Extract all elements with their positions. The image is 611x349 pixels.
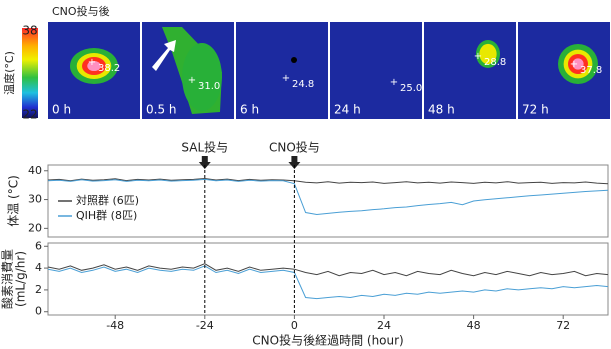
y-tick-label: 6 xyxy=(35,239,42,252)
temperature-label: 38.2 xyxy=(98,63,120,74)
y-tick-label: 4 xyxy=(35,261,42,274)
time-label: 0 h xyxy=(52,103,71,117)
figure: CNO投与後 温度(°C) 38 22 +38.2 0 h +31.0 0.5 h +24.… xyxy=(0,0,611,349)
x-tick-label: 72 xyxy=(556,319,570,332)
y-axis-label: 酸素消費量 xyxy=(0,249,15,309)
time-label: 0.5 h xyxy=(146,103,177,117)
y-axis-label: 体温 (°C) xyxy=(7,175,21,227)
thermal-image: +25.0 24 h xyxy=(330,22,422,119)
legend-label: 対照群 (6匹) xyxy=(76,193,139,207)
colorbar xyxy=(22,28,38,118)
x-tick-label: 24 xyxy=(377,319,391,332)
plot-frame xyxy=(48,243,608,315)
thermal-image: +31.0 0.5 h xyxy=(142,22,234,119)
y-tick-label: 20 xyxy=(28,221,42,234)
y-tick-label: 40 xyxy=(28,164,42,177)
x-tick-label: 48 xyxy=(467,319,481,332)
temperature-label: 28.8 xyxy=(484,57,506,68)
crosshair: + xyxy=(570,59,578,70)
x-tick-label: -48 xyxy=(106,319,124,332)
data-line xyxy=(48,264,608,276)
time-label: 24 h xyxy=(334,103,361,117)
y-tick-label: 0 xyxy=(35,305,42,318)
x-tick-label: 0 xyxy=(291,319,298,332)
colorbar-label: 温度(°C) xyxy=(2,51,16,95)
x-tick-label: -24 xyxy=(196,319,214,332)
crosshair: + xyxy=(282,73,290,84)
crosshair: + xyxy=(188,75,196,86)
time-label: 72 h xyxy=(522,103,549,117)
y-axis-label: (mL/g/hr) xyxy=(14,251,28,307)
y-tick-label: 30 xyxy=(28,193,42,206)
legend-label: QIH群 (8匹) xyxy=(76,208,137,222)
temperature-label: 25.0 xyxy=(400,83,422,94)
colorbar-tick-label: 38 xyxy=(22,24,37,38)
hot-spot xyxy=(291,57,297,63)
crosshair: + xyxy=(390,77,398,88)
thermal-image: +24.8 6 h xyxy=(236,22,328,119)
thermal-image: +28.8 48 h xyxy=(424,22,516,119)
data-line xyxy=(48,266,608,299)
temperature-label: 37.8 xyxy=(580,65,602,76)
thermal-title: CNO投与後 xyxy=(52,4,110,18)
annotation-label: CNO投与 xyxy=(269,140,320,155)
x-axis-label: CNO投与後経過時間 (hour) xyxy=(252,333,403,348)
annotation-label: SAL投与 xyxy=(181,140,228,155)
thermal-image: +37.8 72 h xyxy=(518,22,610,119)
time-label: 6 h xyxy=(240,103,259,117)
temperature-label: 31.0 xyxy=(198,81,220,92)
colorbar-tick-label: 22 xyxy=(22,108,37,122)
temperature-label: 24.8 xyxy=(292,79,314,90)
crosshair: + xyxy=(474,51,482,62)
time-label: 48 h xyxy=(428,103,455,117)
thermal-image: +38.2 0 h xyxy=(48,22,140,119)
y-tick-label: 2 xyxy=(35,283,42,296)
crosshair: + xyxy=(88,57,96,68)
